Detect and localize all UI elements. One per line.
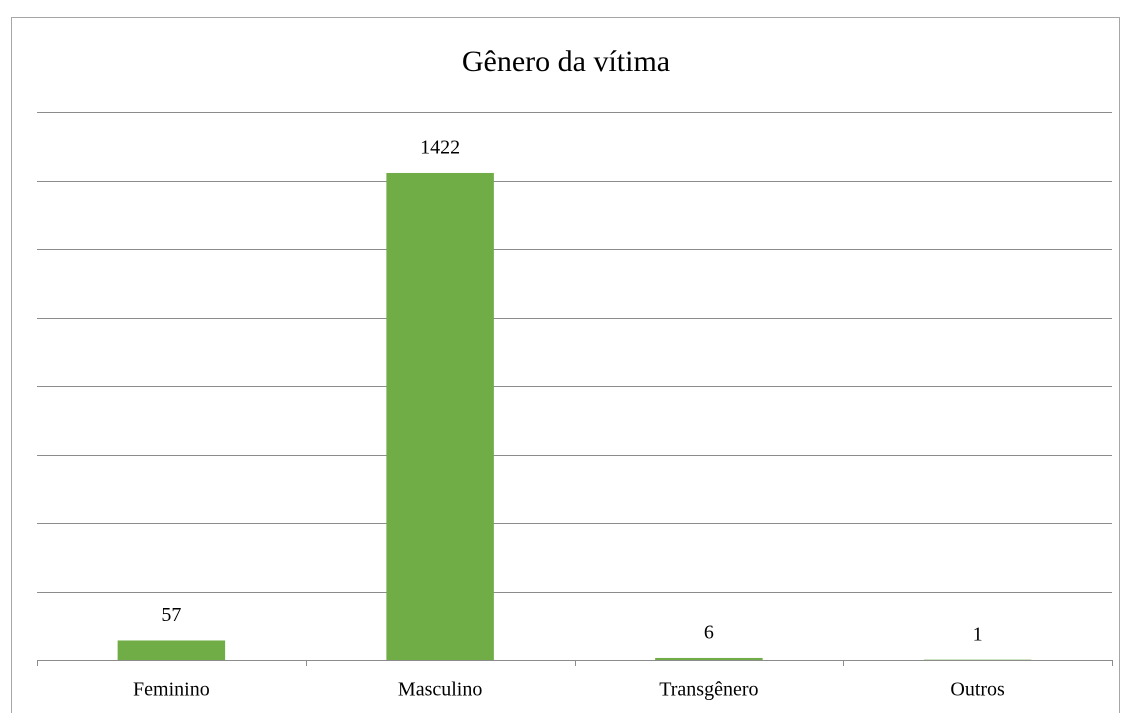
data-label: 57 <box>161 604 181 626</box>
chart-border <box>11 17 1120 713</box>
x-tick-label: Outros <box>950 679 1005 701</box>
data-label: 1422 <box>420 137 460 159</box>
x-tick-label: Masculino <box>398 679 482 701</box>
chart-title: Gênero da vítima <box>462 45 670 78</box>
x-tick-label: Transgênero <box>659 679 758 701</box>
data-label: 1 <box>973 623 983 645</box>
data-label: 6 <box>704 622 714 644</box>
bar <box>117 640 226 660</box>
x-tick-label: Feminino <box>133 679 210 701</box>
bar <box>655 657 763 660</box>
bar <box>386 172 494 660</box>
